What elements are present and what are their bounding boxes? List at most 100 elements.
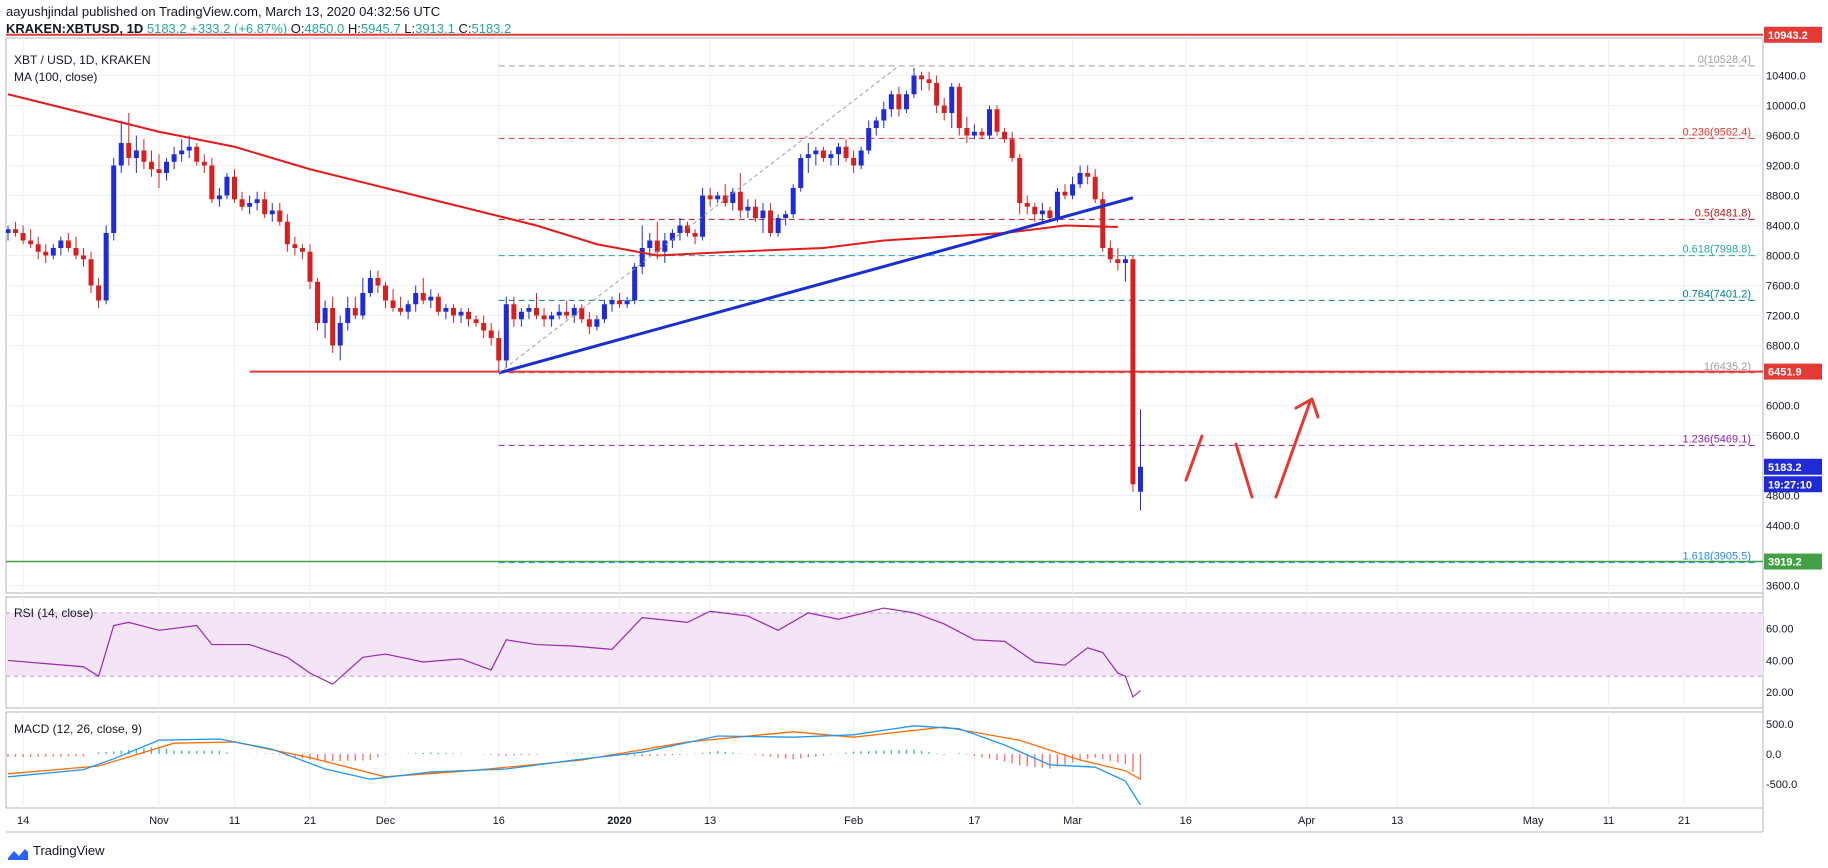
candle-body [934,83,940,106]
price-tick-label: 8400.0 [1766,221,1800,233]
candle-body [50,248,56,256]
forecast-arrows [1184,397,1320,499]
candle-body [224,176,230,196]
price-tick-label: 7600.0 [1766,281,1800,293]
candle-body [171,154,177,162]
candle-body [617,300,623,305]
candle-body [730,191,736,203]
price-tags: 10943.2 6451.9 3919.2 5183.2 19:27:10 [1764,26,1822,570]
candle-body [262,199,268,215]
candle-body [503,304,509,361]
price-tick-label: 4400.0 [1766,521,1800,533]
fib-level-label: 0.764(7401.2) [1683,288,1752,300]
candle-body [35,244,41,252]
price-change: +333.2 (+6.87%) [190,21,288,36]
candle-body [1002,131,1008,140]
candle-body [179,150,185,155]
time-tick-label: 16 [1180,815,1192,827]
price-tag-resistance-bg [1764,26,1822,43]
macd-tick-label: 500.0 [1766,719,1794,731]
candle-body [526,308,532,312]
fib-level-label: 0(10528.4) [1698,54,1751,66]
candle-body [216,195,222,200]
candle-body [367,278,373,293]
arrow-up-1 [1184,434,1204,482]
candle-body [496,338,502,361]
ma100-line [7,93,1118,257]
candle-body [1077,173,1083,185]
symbol: KRAKEN:XBTUSD, 1D [6,21,144,36]
price-tick-label: 5600.0 [1766,431,1800,443]
fib-level-label: 0.618(7998.8) [1683,244,1752,256]
candle-body [979,131,985,136]
candle-body [662,240,668,252]
candle-body [443,308,449,312]
candle-body [941,105,947,113]
candle-body [1047,210,1053,218]
macd-pane[interactable] [5,711,1764,809]
candle-body [1054,191,1060,218]
candle-body [330,308,336,346]
candle-body [239,199,245,207]
price-tick-label: 10000.0 [1766,101,1806,113]
price-tick-label: 4800.0 [1766,491,1800,503]
price-tick-label: 6000.0 [1766,401,1800,413]
candles [6,68,1143,511]
rsi-band [6,612,1763,677]
candle-body [858,150,864,166]
legend-ma: MA (100, close) [14,70,97,84]
candle-body [737,191,743,211]
fibonacci-levels: 0(10528.4) 0.236(9562.4) 0.5(8481.8) 0.618(… [498,54,1755,564]
candle-body [315,281,321,323]
candle-body [798,158,804,188]
fib-level-label: 1.618(3905.5) [1683,551,1752,563]
candle-body [654,240,660,252]
price-tick-label: 3600.0 [1766,581,1800,593]
candle-body [254,199,260,203]
candle-body [277,210,283,222]
candle-body [896,94,902,110]
price-tag-countdown-bg [1764,476,1822,493]
price-tag-breakdown-bg [1764,363,1822,380]
rsi-tick-label: 40.00 [1766,655,1794,667]
candle-body [647,240,653,248]
time-tick-label: 13 [704,815,716,827]
candle-body [81,255,86,260]
candle-body [1115,259,1121,263]
candle-body [299,248,305,252]
time-tick-label: 13 [1391,815,1403,827]
tradingview-logo-icon [8,849,28,860]
candle-body [360,293,366,316]
candle-body [6,229,11,233]
candle-body [518,311,524,320]
price-tag-countdown: 19:27:10 [1768,479,1812,491]
price-tick-label: 7200.0 [1766,311,1800,323]
arrow-down [1234,442,1254,499]
price-tag-last-bg [1764,458,1822,475]
low-value: 3913.1 [415,21,455,36]
candle-body [692,233,698,237]
candle-body [466,311,472,320]
candle-body [534,308,539,316]
price-tick-label: 9600.0 [1766,131,1800,143]
candle-body [103,233,109,301]
close-value: 5183.2 [471,21,512,36]
candle-body [43,251,49,256]
candle-body [126,143,132,158]
candle-body [722,195,728,203]
low-label: L: [404,21,416,36]
price-axis[interactable]: 10400.0 10000.0 9600.0 9200.0 8800.0 8400.0 80… [1766,71,1806,792]
candle-body [88,259,94,286]
time-axis[interactable]: 14 Nov 11 21 Dec 16 2020 13 Feb 17 Mar 16 Apr 13 May 11… [17,815,1690,827]
rsi-line [7,607,1141,698]
candle-body [707,195,713,200]
candle-body [836,146,841,155]
candle-body [383,285,388,301]
candle-body [601,304,607,320]
fib-level-label: 0.5(8481.8) [1695,207,1751,219]
candle-body [352,308,358,316]
time-tick-label: 11 [229,815,240,827]
time-tick-label: Feb [844,815,863,827]
candle-body [488,330,494,338]
